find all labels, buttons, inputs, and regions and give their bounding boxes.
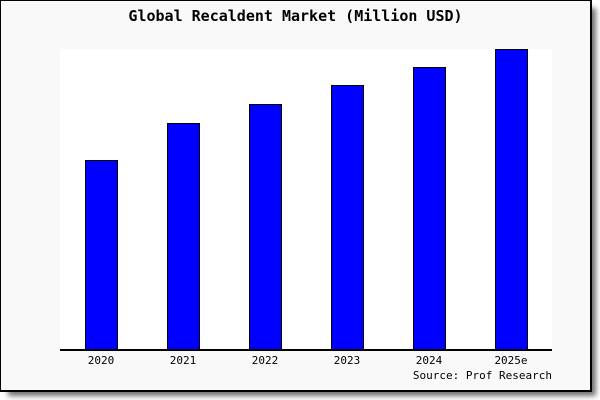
x-tick-label-2021: 2021 <box>169 354 197 367</box>
x-tick-label-2025e: 2025e <box>494 354 528 367</box>
plot-area <box>60 49 552 351</box>
bar-2024 <box>413 67 446 349</box>
bar-2022 <box>249 104 282 349</box>
x-tick-label-2023: 2023 <box>333 354 361 367</box>
x-axis-ticks: 2020 2021 2022 2023 2024 2025e <box>60 354 552 369</box>
x-tick-label-2022: 2022 <box>251 354 279 367</box>
chart-title: Global Recaldent Market (Million USD) <box>128 7 463 25</box>
x-tick-label-2020: 2020 <box>87 354 115 367</box>
x-tick-label-2024: 2024 <box>415 354 443 367</box>
bar-2020 <box>85 160 118 349</box>
chart-frame: Global Recaldent Market (Million USD) 20… <box>0 0 592 392</box>
source-credit: Source: Prof Research <box>412 369 552 382</box>
bar-2023 <box>331 85 364 349</box>
bar-2021 <box>167 123 200 349</box>
bar-2025e <box>495 49 528 349</box>
